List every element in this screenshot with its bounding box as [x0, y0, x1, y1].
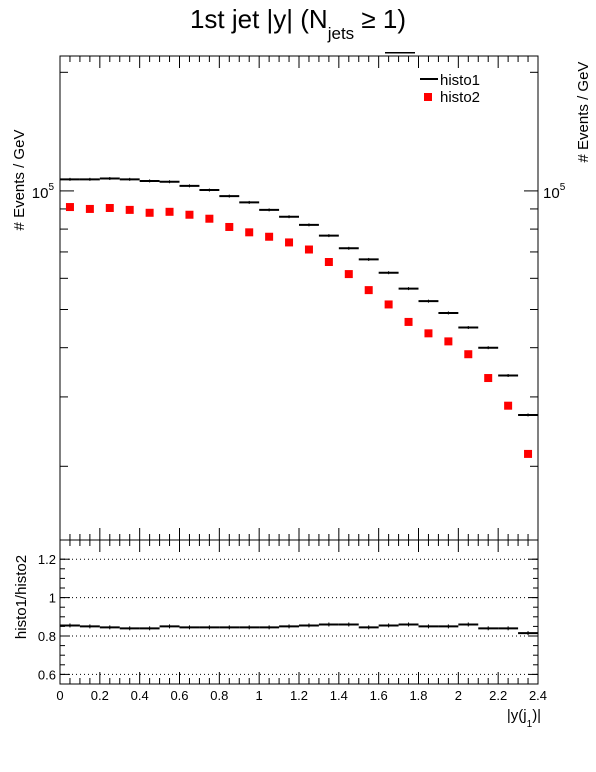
- ytick-base-left: 10: [32, 185, 49, 202]
- chart-title-main: 1st jet |y| (N: [190, 4, 328, 34]
- main-axis-ticks: [59, 56, 539, 684]
- ytick-label-1e5-right: 105: [543, 182, 566, 202]
- ratio-xtick-label: 2: [455, 688, 462, 703]
- legend-marker-histo2: [424, 93, 432, 101]
- ratio-xtick-label: 1.4: [330, 688, 348, 703]
- legend-label-histo2: histo2: [440, 89, 480, 106]
- histo2-point: [304, 245, 313, 254]
- histo2-point: [85, 204, 94, 213]
- histo2-point: [125, 205, 134, 214]
- ratio-xtick-label: 1.6: [370, 688, 388, 703]
- histo2-point: [464, 350, 473, 359]
- histo2-point: [524, 449, 533, 458]
- ratio-xlabel-suffix: )|: [532, 707, 541, 724]
- ratio-series: [60, 622, 538, 636]
- histo2-point: [205, 214, 214, 223]
- ytick-exp-left: 5: [48, 182, 54, 193]
- ratio-xtick-labels: 0 0.2 0.4 0.6 0.8 1 1.2 1.4 1.6 1.8 2 2.2 2.4: [56, 688, 547, 703]
- legend: histo1 histo2: [420, 72, 480, 106]
- ratio-ytick-label: 1: [49, 591, 56, 606]
- ratio-xtick-label: 2.2: [489, 688, 507, 703]
- ratio-xtick-label: 0.8: [210, 688, 228, 703]
- ratio-ytick-label: 0.8: [38, 629, 56, 644]
- ratio-xlabel: |y(j1)|: [507, 707, 541, 730]
- ratio-xlabel-sub: 1: [527, 719, 533, 730]
- ratio-xtick-label: 2.4: [529, 688, 547, 703]
- histo2-point: [444, 337, 453, 346]
- histo2-point: [324, 258, 333, 267]
- histo2-point: [404, 317, 413, 326]
- legend-label-histo1: histo1: [440, 72, 480, 89]
- histo2-point: [245, 228, 254, 237]
- main-series: [60, 177, 538, 458]
- ratio-xtick-label: 1.8: [409, 688, 427, 703]
- main-plot-frame: [59, 55, 539, 541]
- main-ylabel: # Events / GeV: [11, 130, 28, 231]
- ratio-xtick-label: 0: [56, 688, 63, 703]
- histo2-point: [364, 286, 373, 295]
- ratio-plot-frame: [59, 539, 539, 685]
- histo2-point: [185, 210, 194, 219]
- ratio-xtick-label: 1: [256, 688, 263, 703]
- ytick-label-1e5-left: 105: [32, 182, 55, 202]
- ratio-ytick-labels: 0.6 0.8 1 1.2: [38, 552, 56, 682]
- chart-title: 1st jet |y| (Njets ≥ 1): [190, 4, 406, 43]
- ytick-exp-right: 5: [560, 182, 566, 193]
- ratio-ytick-label: 0.6: [38, 667, 56, 682]
- histo2-point: [484, 374, 493, 383]
- histo2-point: [165, 207, 174, 216]
- histo2-point: [105, 203, 114, 212]
- ratio-xtick-label: 0.6: [170, 688, 188, 703]
- ratio-xlabel-main: |y(j: [507, 707, 527, 724]
- ratio-axis-ticks: [60, 558, 538, 675]
- main-ylabel-right: # Events / GeV: [575, 62, 592, 163]
- chart-title-suffix: ≥ 1): [354, 4, 406, 34]
- ytick-base-right: 10: [543, 185, 560, 202]
- title-underline: [385, 52, 415, 54]
- chart-title-sub: jets: [327, 24, 354, 43]
- ratio-xtick-label: 0.4: [131, 688, 149, 703]
- ratio-xtick-label: 0.2: [91, 688, 109, 703]
- ratio-grid: [60, 558, 538, 675]
- histo2-point: [384, 300, 393, 309]
- histo2-point: [65, 203, 74, 212]
- histo2-point: [265, 232, 274, 241]
- histo2-point: [344, 270, 353, 279]
- histo2-point: [285, 238, 294, 247]
- histo2-point: [424, 329, 433, 338]
- histo2-point: [225, 222, 234, 231]
- histo2-point: [504, 401, 513, 410]
- ratio-ylabel: histo1/histo2: [13, 555, 30, 639]
- ratio-ytick-label: 1.2: [38, 552, 56, 567]
- ratio-xtick-label: 1.2: [290, 688, 308, 703]
- histo2-point: [145, 208, 154, 217]
